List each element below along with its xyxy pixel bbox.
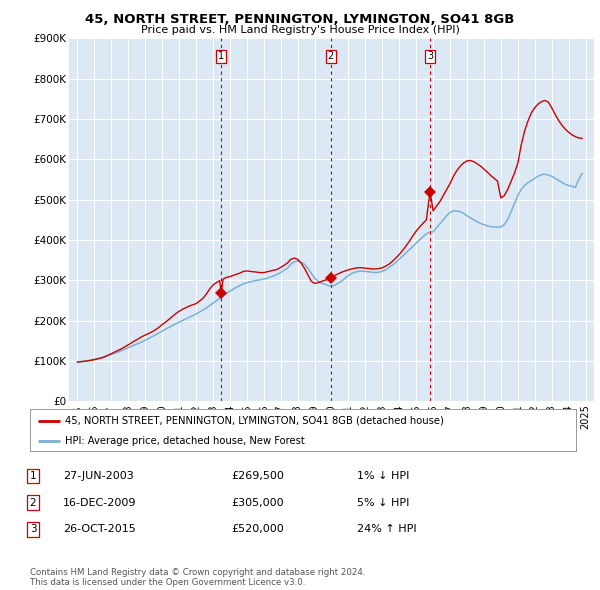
Text: Contains HM Land Registry data © Crown copyright and database right 2024.
This d: Contains HM Land Registry data © Crown c…	[30, 568, 365, 587]
Text: £305,000: £305,000	[231, 498, 284, 507]
Text: Price paid vs. HM Land Registry's House Price Index (HPI): Price paid vs. HM Land Registry's House …	[140, 25, 460, 35]
Text: 2: 2	[29, 498, 37, 507]
Text: 45, NORTH STREET, PENNINGTON, LYMINGTON, SO41 8GB: 45, NORTH STREET, PENNINGTON, LYMINGTON,…	[85, 13, 515, 26]
Text: 1% ↓ HPI: 1% ↓ HPI	[357, 471, 409, 481]
Text: 2: 2	[328, 51, 334, 61]
Text: 5% ↓ HPI: 5% ↓ HPI	[357, 498, 409, 507]
Text: 1: 1	[29, 471, 37, 481]
Text: 45, NORTH STREET, PENNINGTON, LYMINGTON, SO41 8GB (detached house): 45, NORTH STREET, PENNINGTON, LYMINGTON,…	[65, 416, 445, 426]
Text: 3: 3	[427, 51, 433, 61]
Text: 27-JUN-2003: 27-JUN-2003	[63, 471, 134, 481]
Text: 16-DEC-2009: 16-DEC-2009	[63, 498, 137, 507]
Text: 24% ↑ HPI: 24% ↑ HPI	[357, 525, 416, 534]
Text: £269,500: £269,500	[231, 471, 284, 481]
Text: £520,000: £520,000	[231, 525, 284, 534]
Text: 3: 3	[29, 525, 37, 534]
Text: 26-OCT-2015: 26-OCT-2015	[63, 525, 136, 534]
Text: HPI: Average price, detached house, New Forest: HPI: Average price, detached house, New …	[65, 436, 305, 445]
Text: 1: 1	[218, 51, 224, 61]
